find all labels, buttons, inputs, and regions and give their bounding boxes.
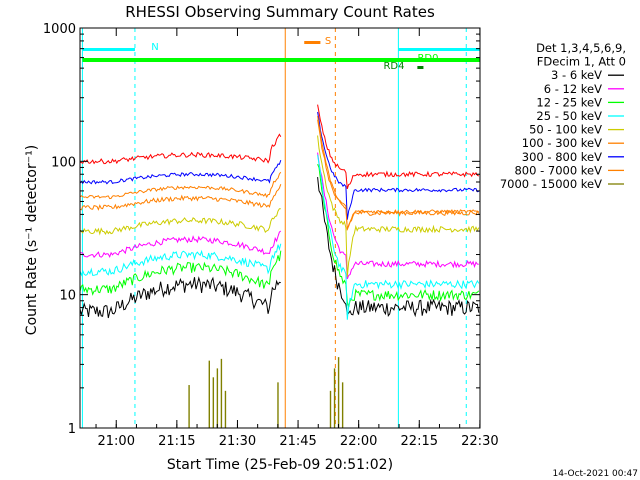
legend-label-3: 25 - 50 keV	[536, 109, 602, 123]
x-tick-label-4: 22:00	[340, 434, 377, 449]
series-line-100-300-kev-0	[79, 184, 282, 211]
legend-header-1: FDecim 1, Att 0	[537, 55, 626, 69]
series-line-red-1	[317, 104, 480, 190]
series-line-6-12-kev-1	[317, 152, 479, 280]
y-tick-label-3: 1000	[43, 22, 76, 37]
series-line-800-7000-kev-0	[79, 171, 282, 200]
flag-label-s: S	[325, 36, 331, 47]
x-tick-label-2: 21:30	[219, 434, 256, 449]
plot-layer: N S RD0 RD4 1 10 100 1000 21:00 21:15 21:30 21:45 22…	[43, 22, 499, 449]
series-line-800-7000-kev-1	[317, 115, 479, 230]
x-tick-label-3: 21:45	[279, 434, 316, 449]
y-tick-label-0: 1	[68, 422, 76, 437]
y-axis-label: Count Rate (s⁻¹ detector⁻¹)	[24, 145, 40, 335]
chart-title: RHESSI Observing Summary Count Rates	[125, 3, 435, 21]
x-axis-label: Start Time (25-Feb-09 20:51:02)	[167, 457, 393, 473]
legend-label-2: 12 - 25 keV	[536, 95, 602, 109]
series-line-25-50-kev-0	[79, 243, 282, 277]
legend-label-5: 100 - 300 keV	[522, 136, 602, 150]
legend-label-6: 300 - 800 keV	[522, 150, 602, 164]
flag-label-rd0: RD0	[417, 53, 438, 64]
legend: Det 1,3,4,5,6,9,FDecim 1, Att 03 - 6 keV…	[500, 41, 626, 191]
x-tick-label-1: 21:15	[158, 434, 195, 449]
flag-bar-s-0	[304, 41, 321, 44]
series-line-red-0	[79, 133, 282, 165]
series-line-12-25-kev-0	[79, 250, 282, 296]
series-line-6-12-kev-0	[80, 230, 282, 259]
legend-header-0: Det 1,3,4,5,6,9,	[536, 41, 626, 55]
series-line-3-6-kev-1	[317, 177, 480, 318]
timestamp: 14-Oct-2021 00:47	[553, 469, 638, 479]
y-tick-label-1: 10	[59, 289, 76, 304]
flag-bar-rd0-0	[82, 58, 480, 62]
legend-label-4: 50 - 100 keV	[529, 123, 602, 137]
series-line-50-100-kev-1	[317, 135, 480, 277]
series-line-12-25-kev-1	[317, 164, 480, 308]
legend-label-0: 3 - 6 keV	[551, 68, 602, 82]
legend-label-8: 7000 - 15000 keV	[500, 177, 602, 191]
legend-label-7: 800 - 7000 keV	[514, 163, 602, 177]
x-tick-label-6: 22:30	[461, 434, 498, 449]
flag-bar-n-1	[398, 48, 480, 51]
legend-label-1: 6 - 12 keV	[544, 82, 602, 96]
x-tick-label-0: 21:00	[98, 434, 135, 449]
series-line-300-800-kev-0	[79, 159, 282, 185]
series-line-3-6-kev-0	[79, 276, 281, 319]
plot-frame	[79, 27, 481, 429]
x-tick-label-5: 22:15	[401, 434, 438, 449]
flag-label-n: N	[151, 42, 158, 53]
flag-label-rd4: RD4	[383, 61, 404, 72]
flag-bar-n-0	[82, 48, 135, 51]
series-line-300-800-kev-1	[317, 111, 479, 220]
flag-bar-rd4-0	[417, 66, 424, 69]
series-line-25-50-kev-1	[317, 154, 480, 320]
series-line-100-300-kev-1	[317, 119, 480, 232]
series-line-50-100-kev-0	[79, 208, 281, 236]
y-tick-label-2: 100	[51, 155, 76, 170]
